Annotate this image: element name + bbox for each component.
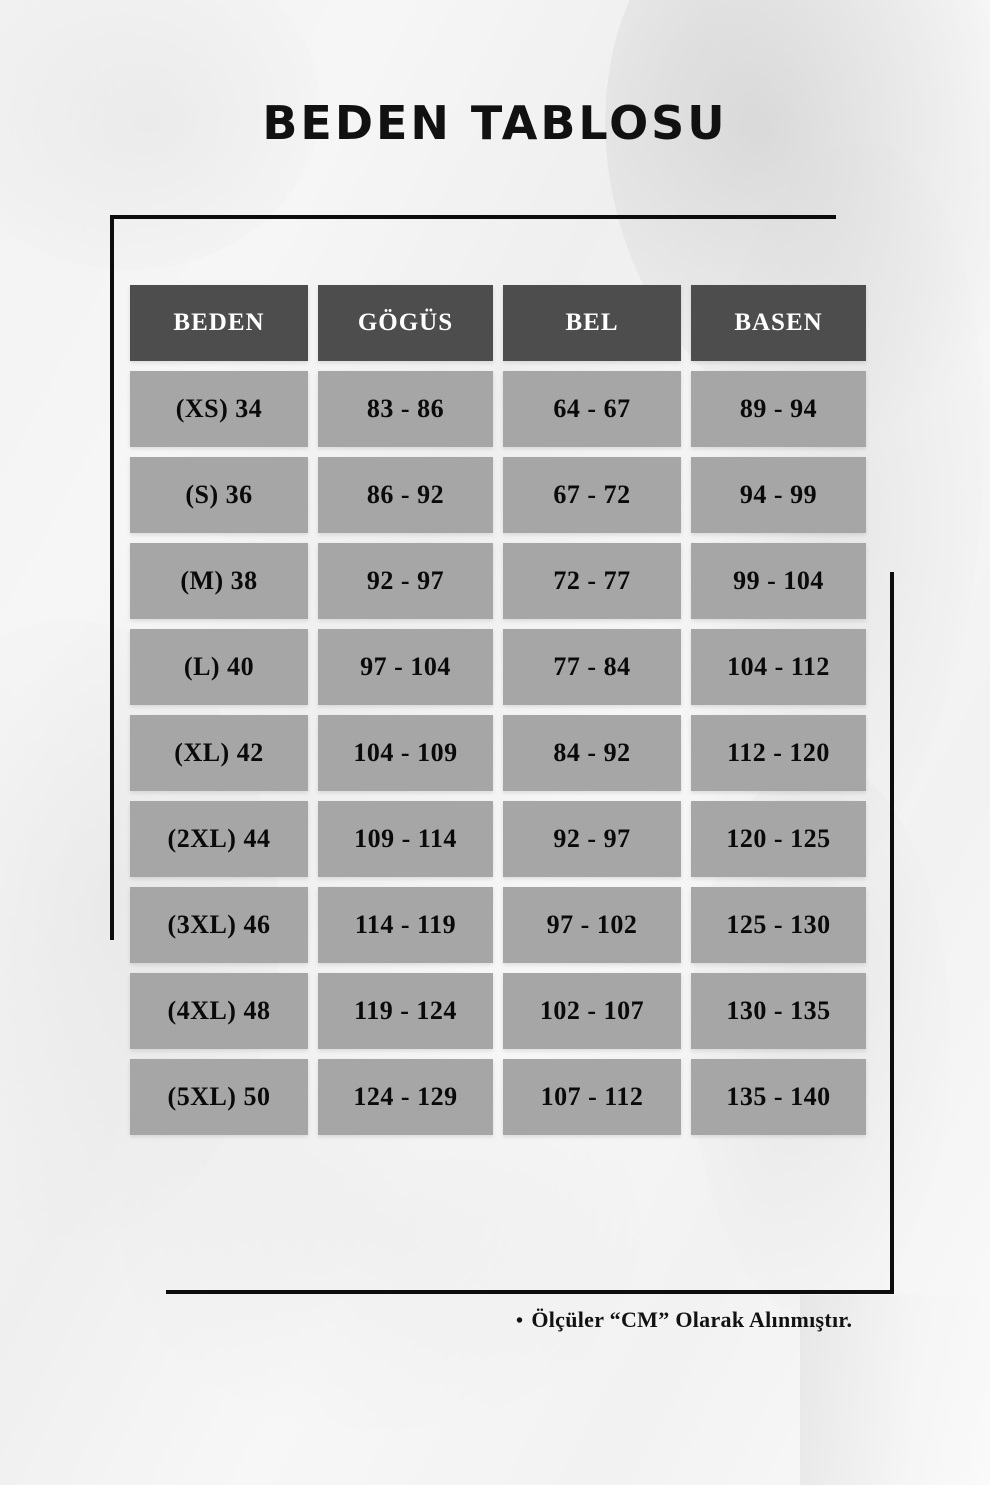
cell-basen: 112 - 120	[691, 715, 866, 791]
cell-bel: 64 - 67	[503, 371, 681, 447]
column-header-beden: BEDEN	[130, 285, 308, 361]
table-row: (S) 36 86 - 92 67 - 72 94 - 99	[130, 457, 866, 533]
column-header-bel: BEL	[503, 285, 681, 361]
frame-left-line	[110, 215, 114, 940]
cell-basen: 135 - 140	[691, 1059, 866, 1135]
table-header-row: BEDEN GÖGÜS BEL BASEN	[130, 285, 866, 361]
table-row: (L) 40 97 - 104 77 - 84 104 - 112	[130, 629, 866, 705]
footnote-text: Ölçüler “CM” Olarak Alınmıştır.	[531, 1307, 853, 1332]
cell-beden: (2XL) 44	[130, 801, 308, 877]
table-row: (M) 38 92 - 97 72 - 77 99 - 104	[130, 543, 866, 619]
cell-bel: 72 - 77	[503, 543, 681, 619]
table-row: (3XL) 46 114 - 119 97 - 102 125 - 130	[130, 887, 866, 963]
cell-gogus: 109 - 114	[318, 801, 493, 877]
cell-beden: (S) 36	[130, 457, 308, 533]
cell-gogus: 119 - 124	[318, 973, 493, 1049]
footnote: • Ölçüler “CM” Olarak Alınmıştır.	[516, 1307, 852, 1333]
page-title: BEDEN TABLOSU	[262, 96, 728, 150]
cell-beden: (L) 40	[130, 629, 308, 705]
cell-basen: 94 - 99	[691, 457, 866, 533]
cell-bel: 84 - 92	[503, 715, 681, 791]
cell-bel: 107 - 112	[503, 1059, 681, 1135]
cell-basen: 120 - 125	[691, 801, 866, 877]
frame-bottom-line	[166, 1290, 894, 1294]
cell-beden: (M) 38	[130, 543, 308, 619]
cell-beden: (XS) 34	[130, 371, 308, 447]
cell-beden: (5XL) 50	[130, 1059, 308, 1135]
cell-gogus: 114 - 119	[318, 887, 493, 963]
cell-bel: 77 - 84	[503, 629, 681, 705]
table-row: (2XL) 44 109 - 114 92 - 97 120 - 125	[130, 801, 866, 877]
cell-beden: (XL) 42	[130, 715, 308, 791]
cell-basen: 104 - 112	[691, 629, 866, 705]
cell-gogus: 104 - 109	[318, 715, 493, 791]
cell-bel: 92 - 97	[503, 801, 681, 877]
cell-beden: (4XL) 48	[130, 973, 308, 1049]
cell-beden: (3XL) 46	[130, 887, 308, 963]
cell-gogus: 97 - 104	[318, 629, 493, 705]
column-header-gogus: GÖGÜS	[318, 285, 493, 361]
frame-top-line	[110, 215, 836, 219]
cell-gogus: 86 - 92	[318, 457, 493, 533]
size-chart-table: BEDEN GÖGÜS BEL BASEN (XS) 34 83 - 86 64…	[120, 275, 876, 1145]
cell-gogus: 83 - 86	[318, 371, 493, 447]
cell-gogus: 92 - 97	[318, 543, 493, 619]
cell-basen: 99 - 104	[691, 543, 866, 619]
table-row: (4XL) 48 119 - 124 102 - 107 130 - 135	[130, 973, 866, 1049]
cell-gogus: 124 - 129	[318, 1059, 493, 1135]
cell-basen: 89 - 94	[691, 371, 866, 447]
table-row: (5XL) 50 124 - 129 107 - 112 135 - 140	[130, 1059, 866, 1135]
cell-basen: 125 - 130	[691, 887, 866, 963]
table-row: (XS) 34 83 - 86 64 - 67 89 - 94	[130, 371, 866, 447]
column-header-basen: BASEN	[691, 285, 866, 361]
cell-bel: 67 - 72	[503, 457, 681, 533]
cell-bel: 102 - 107	[503, 973, 681, 1049]
table-row: (XL) 42 104 - 109 84 - 92 112 - 120	[130, 715, 866, 791]
frame-right-line	[890, 572, 894, 1294]
cell-bel: 97 - 102	[503, 887, 681, 963]
cell-basen: 130 - 135	[691, 973, 866, 1049]
bullet-icon: •	[516, 1310, 524, 1332]
